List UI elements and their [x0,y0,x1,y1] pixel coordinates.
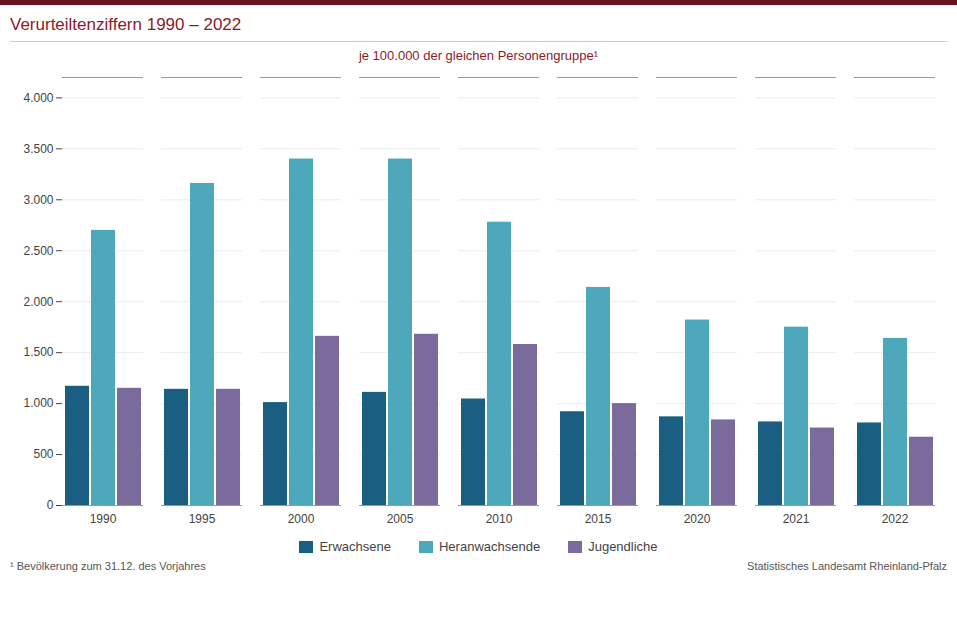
svg-text:2000: 2000 [288,512,315,526]
svg-text:2010: 2010 [486,512,513,526]
html-text:Erwachsene: Erwachsene [319,539,391,554]
svg-text:0: 0 [47,498,54,512]
svg-text:1990: 1990 [90,512,117,526]
svg-text:500: 500 [33,447,53,461]
svg-text:2021: 2021 [783,512,810,526]
svg-text:4.000: 4.000 [23,91,53,105]
html-text:¹ Bevölkerung zum 31.12. des V: ¹ Bevölkerung zum 31.12. des Vorjahres [10,560,206,572]
svg-text:2015: 2015 [585,512,612,526]
html-text:je 100.000 der gleichen Person: je 100.000 der gleichen Personengruppe¹ [358,48,599,63]
html-text:Heranwachsende: Heranwachsende [439,539,541,554]
svg-text:2005: 2005 [387,512,414,526]
svg-text:2020: 2020 [684,512,711,526]
svg-text:3.500: 3.500 [23,142,53,156]
svg-text:1.000: 1.000 [23,396,53,410]
svg-text:2.500: 2.500 [23,244,53,258]
svg-text:2022: 2022 [882,512,909,526]
svg-text:2.000: 2.000 [23,295,53,309]
svg-text:1995: 1995 [189,512,216,526]
svg-text:1.500: 1.500 [23,345,53,359]
html-text:Verurteiltenziffern 1990 – 202: Verurteiltenziffern 1990 – 2022 [10,15,242,34]
svg-text:3.000: 3.000 [23,193,53,207]
html-text:Statistisches Landesamt Rheinl: Statistisches Landesamt Rheinland-Pfalz [747,560,947,572]
html-text:Jugendliche: Jugendliche [588,539,658,554]
